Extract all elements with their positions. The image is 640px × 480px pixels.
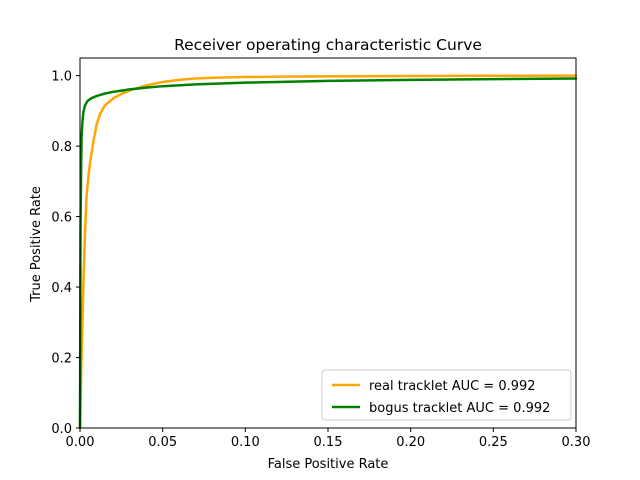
y-tick-label: 0.2	[51, 352, 72, 367]
x-tick-label: 0.30	[562, 435, 591, 450]
x-tick-label: 0.25	[479, 435, 508, 450]
y-tick-label: 0.6	[51, 211, 72, 226]
y-axis-ticks: 0.0 0.2 0.4 0.6 0.8 1.0	[51, 70, 80, 437]
legend-box	[321, 369, 572, 421]
chart-title: Receiver operating characteristic Curve	[174, 36, 482, 54]
y-tick-label: 0.0	[51, 422, 72, 437]
x-tick-label: 0.00	[66, 435, 95, 450]
x-tick-label: 0.20	[396, 435, 425, 450]
y-axis-label: True Positive Rate	[29, 186, 44, 303]
legend: real tracklet AUC = 0.992 bogus tracklet…	[321, 369, 572, 421]
y-tick-label: 0.8	[51, 140, 72, 155]
x-axis-ticks: 0.00 0.05 0.10 0.15 0.20 0.25 0.30	[66, 428, 591, 450]
legend-label-bogus: bogus tracklet AUC = 0.992	[369, 401, 550, 416]
plot-series-group	[78, 74, 578, 430]
y-tick-label: 1.0	[51, 70, 72, 85]
y-tick-label: 0.4	[51, 281, 72, 296]
x-axis-label: False Positive Rate	[268, 457, 389, 472]
series-line-0	[78, 74, 578, 430]
x-tick-label: 0.15	[314, 435, 343, 450]
x-tick-label: 0.10	[231, 435, 260, 450]
legend-label-real: real tracklet AUC = 0.992	[369, 379, 536, 394]
series-line-1	[78, 77, 578, 430]
x-tick-label: 0.05	[148, 435, 177, 450]
